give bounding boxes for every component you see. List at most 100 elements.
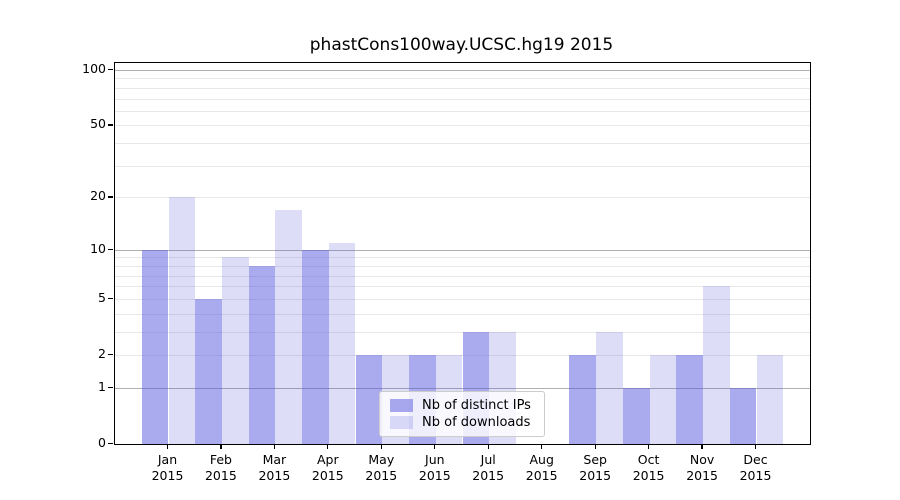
x-tick-label: Oct 2015 xyxy=(617,452,681,483)
y-gridline-minor xyxy=(115,98,810,100)
x-tick-mark xyxy=(327,444,329,449)
bar-distinct-ips xyxy=(248,265,276,444)
y-tick-label: 2 xyxy=(98,346,106,361)
legend: Nb of distinct IPs Nb of downloads xyxy=(379,391,545,437)
y-gridline-minor xyxy=(115,165,810,167)
legend-item: Nb of distinct IPs xyxy=(390,398,535,413)
bar-downloads xyxy=(649,355,677,444)
y-tick-mark xyxy=(108,354,113,356)
y-tick-label: 100 xyxy=(82,60,106,76)
y-gridline-minor xyxy=(115,265,810,267)
y-gridline-minor xyxy=(115,275,810,277)
x-tick-month: Sep xyxy=(583,452,607,467)
x-tick-label: Nov 2015 xyxy=(670,452,734,483)
bar-downloads xyxy=(328,242,356,444)
x-tick-month: Jan xyxy=(157,452,178,467)
y-gridline-minor xyxy=(115,78,810,80)
x-tick-mark xyxy=(647,444,650,449)
x-tick-mark xyxy=(594,444,596,449)
x-tick-month: Apr xyxy=(316,452,339,467)
y-gridline-minor xyxy=(115,298,810,300)
y-gridline-minor xyxy=(115,125,810,127)
x-tick-month: Aug xyxy=(529,452,554,467)
x-tick-label: Apr 2015 xyxy=(296,452,360,483)
y-tick-label: 1 xyxy=(98,378,106,394)
legend-label: Nb of distinct IPs xyxy=(422,398,531,413)
x-tick-mark xyxy=(434,444,436,449)
x-tick-year: 2015 xyxy=(418,467,451,483)
y-tick-label: 50 xyxy=(90,116,106,132)
legend-swatch-distinct-ips xyxy=(390,399,413,412)
bar-downloads xyxy=(756,355,784,444)
y-gridline-minor xyxy=(115,257,810,259)
y-gridline-major xyxy=(115,69,810,71)
bar-downloads xyxy=(703,286,730,444)
bar-downloads xyxy=(168,197,196,444)
x-tick-label: Aug 2015 xyxy=(510,452,574,483)
x-tick-month: Dec xyxy=(743,452,768,467)
x-tick-label: Jun 2015 xyxy=(403,452,467,483)
x-tick-label: Dec 2015 xyxy=(724,452,788,483)
y-tick-label: 0 xyxy=(98,435,106,450)
x-tick-mark xyxy=(701,444,703,449)
x-tick-label: Sep 2015 xyxy=(563,452,627,483)
y-tick-label: 20 xyxy=(90,188,106,204)
x-tick-month: Mar xyxy=(262,452,287,467)
x-tick-mark xyxy=(380,444,382,449)
x-tick-year: 2015 xyxy=(739,467,772,483)
x-tick-mark xyxy=(273,444,276,449)
y-tick-mark xyxy=(108,124,113,126)
y-tick-mark xyxy=(108,443,113,445)
x-tick-year: 2015 xyxy=(258,467,291,483)
x-tick-year: 2015 xyxy=(151,467,184,483)
x-tick-label: Feb 2015 xyxy=(189,452,253,483)
legend-item: Nb of downloads xyxy=(390,415,535,430)
bar-distinct-ips xyxy=(302,249,329,444)
bar-distinct-ips xyxy=(355,355,383,444)
y-gridline-minor xyxy=(115,143,810,144)
bar-distinct-ips xyxy=(569,355,597,444)
x-tick-month: May xyxy=(368,452,395,467)
y-gridline-minor xyxy=(115,313,810,315)
x-tick-month: Oct xyxy=(637,452,660,467)
y-tick-mark xyxy=(108,248,113,251)
x-tick-year: 2015 xyxy=(472,467,505,483)
legend-label: Nb of downloads xyxy=(422,415,531,430)
bar-distinct-ips xyxy=(195,298,222,444)
x-tick-year: 2015 xyxy=(525,467,558,483)
y-gridline-minor xyxy=(115,197,810,199)
bar-distinct-ips xyxy=(729,387,757,444)
y-tick-mark xyxy=(108,196,113,198)
x-tick-label: Jan 2015 xyxy=(136,452,200,483)
x-tick-year: 2015 xyxy=(579,467,612,483)
x-tick-month: Jun xyxy=(425,452,445,467)
x-tick-mark xyxy=(541,444,543,449)
bar-downloads xyxy=(596,331,623,444)
x-tick-year: 2015 xyxy=(686,467,718,483)
bar-downloads xyxy=(221,257,249,444)
x-tick-month: Jul xyxy=(480,452,496,467)
y-tick-mark xyxy=(108,68,113,71)
x-tick-month: Feb xyxy=(209,452,232,467)
y-tick-label: 10 xyxy=(90,240,106,256)
y-gridline-minor xyxy=(115,286,810,288)
x-tick-year: 2015 xyxy=(632,467,665,483)
chart-title: phastCons100way.UCSC.hg19 2015 xyxy=(309,35,614,55)
x-tick-year: 2015 xyxy=(311,467,344,483)
x-tick-year: 2015 xyxy=(204,467,237,483)
bar-distinct-ips xyxy=(622,387,650,444)
y-tick-mark xyxy=(108,386,113,389)
y-gridline-minor xyxy=(115,110,810,112)
bar-distinct-ips xyxy=(141,249,169,444)
y-gridline-major xyxy=(115,249,810,251)
bar-downloads xyxy=(275,209,303,444)
x-tick-mark xyxy=(754,444,757,449)
x-tick-mark xyxy=(487,444,489,449)
y-tick-label: 5 xyxy=(98,289,106,305)
plot-area xyxy=(114,62,811,445)
x-tick-label: May 2015 xyxy=(349,452,413,483)
x-tick-year: 2015 xyxy=(365,467,398,483)
x-tick-mark xyxy=(220,444,222,449)
x-tick-label: Mar 2015 xyxy=(242,452,306,483)
